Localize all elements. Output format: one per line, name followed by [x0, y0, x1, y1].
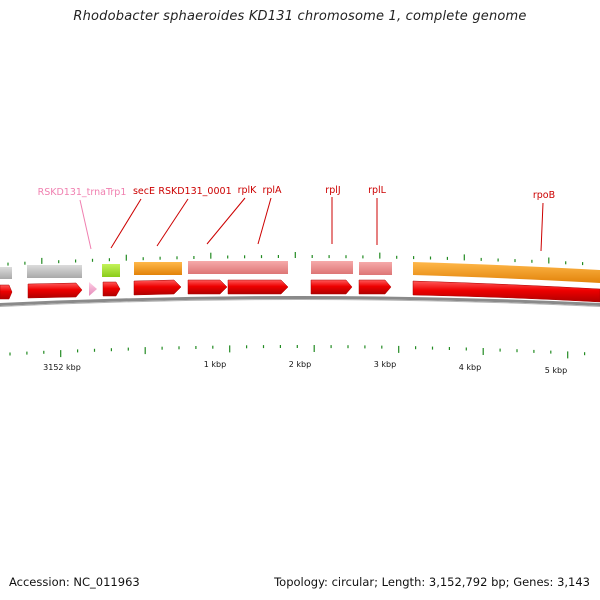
gene-label[interactable]: RSKD131_trnaTrp1 — [38, 187, 127, 198]
feature-green[interactable] — [102, 264, 120, 277]
gene-label[interactable]: RSKD131_0001 — [158, 186, 231, 197]
cds-arrow-rplL[interactable] — [358, 279, 392, 295]
genome-summary: Topology: circular; Length: 3,152,792 bp… — [274, 575, 590, 589]
feature-orange-2[interactable] — [413, 262, 600, 283]
scale-label: 4 kbp — [459, 363, 481, 372]
leader-rplA — [257, 197, 272, 245]
genome-backbone-shadow — [0, 299, 600, 308]
cds-arrow-secE[interactable] — [102, 281, 121, 297]
label-leaders — [79, 197, 544, 252]
feature-track — [0, 261, 600, 283]
leader-0001 — [156, 198, 189, 247]
cds-arrow-rplJ[interactable] — [310, 279, 353, 295]
leader-rpoB — [540, 202, 544, 252]
feature-grey-left[interactable] — [0, 267, 12, 279]
cds-arrow-rpoB[interactable] — [412, 280, 600, 303]
tick-row-bottom — [9, 345, 586, 359]
cds-arrow-1[interactable] — [27, 282, 83, 299]
scale-label: 1 kbp — [204, 360, 226, 369]
accession-label: Accession: NC_011963 — [9, 575, 140, 589]
cds-arrow-rplK[interactable] — [187, 279, 228, 295]
gene-labels: RSKD131_trnaTrp1 secE RSKD131_0001 rplK … — [38, 185, 556, 201]
scale-labels: 3152 kbp 1 kbp 2 kbp 3 kbp 4 kbp 5 kbp — [43, 360, 567, 375]
scale-label: 2 kbp — [289, 360, 311, 369]
feature-pink-4[interactable] — [359, 262, 392, 275]
scale-label: 5 kbp — [545, 366, 567, 375]
gene-label[interactable]: rplJ — [325, 185, 340, 196]
feature-orange-1[interactable] — [134, 262, 182, 275]
leader-secE — [110, 198, 142, 249]
tick-row-top — [7, 252, 584, 266]
trna-feature[interactable] — [89, 282, 97, 296]
genome-backbone — [0, 296, 600, 307]
gene-label[interactable]: secE — [133, 186, 155, 197]
feature-pink-1[interactable] — [188, 261, 228, 274]
cds-arrow-0001[interactable] — [133, 279, 182, 296]
leader-trnaTrp1 — [79, 199, 92, 250]
feature-pink-3[interactable] — [311, 261, 353, 274]
cds-arrow-rplA[interactable] — [227, 279, 289, 295]
scale-label: 3 kbp — [374, 360, 396, 369]
gene-label[interactable]: rplA — [262, 185, 282, 196]
feature-pink-2[interactable] — [228, 261, 288, 274]
feature-grey[interactable] — [27, 265, 82, 278]
map-title: Rhodobacter sphaeroides KD131 chromosome… — [73, 9, 527, 24]
cds-track — [0, 279, 600, 303]
gene-label[interactable]: rplL — [368, 185, 387, 196]
gene-label[interactable]: rplK — [238, 185, 258, 196]
cds-arrow-left[interactable] — [0, 284, 13, 300]
gene-label[interactable]: rpoB — [533, 190, 555, 201]
scale-label: 3152 kbp — [43, 363, 81, 372]
leader-rplK — [206, 197, 246, 245]
